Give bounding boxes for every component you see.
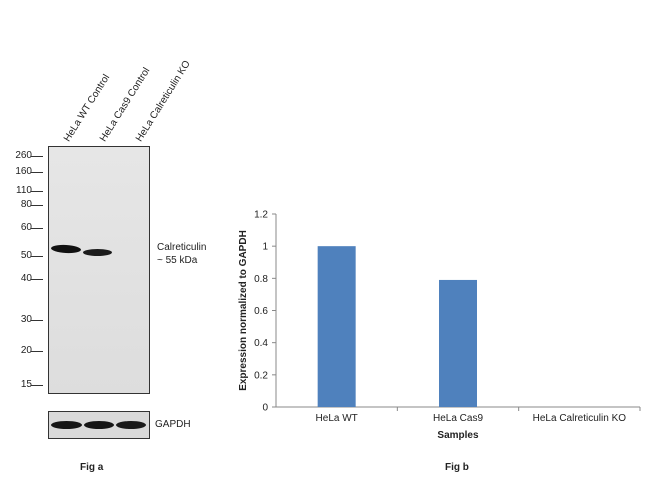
marker-tick [31,156,43,157]
y-tick-label: 0.8 [254,274,268,285]
fig-a-label: Fig a [80,462,104,473]
marker-30: 30 [20,314,32,325]
blot-gapdh [48,411,150,439]
marker-260: 260 [15,150,32,161]
marker-tick [31,351,43,352]
y-axis-title: Expression normalized to GAPDH [238,230,249,391]
y-tick-label: 0.4 [254,338,268,349]
bar-2 [439,279,477,407]
marker-60: 60 [20,222,32,233]
target-label: Calreticulin ~ 55 kDa [157,241,206,267]
marker-tick [31,228,43,229]
y-tick-label: 0.6 [254,306,268,317]
marker-tick [31,279,43,280]
x-tick-label: HeLa WT [316,413,358,424]
blot-main [48,146,150,394]
marker-tick [31,205,43,206]
marker-20: 20 [20,345,32,356]
y-tick-label: 0 [262,403,268,414]
x-tick-label: HeLa Cas9 [433,413,483,424]
y-tick-label: 0.2 [254,370,268,381]
marker-80: 80 [20,199,32,210]
gapdh-label: GAPDH [155,419,191,430]
marker-tick [31,385,43,386]
marker-tick [31,320,43,321]
target-size: ~ 55 kDa [157,255,198,266]
marker-15: 15 [20,379,32,390]
marker-tick [31,256,43,257]
band-lane-2 [83,249,112,256]
y-tick-label: 1 [262,242,268,253]
marker-50: 50 [20,250,32,261]
target-name: Calreticulin [157,242,207,253]
gapdh-band-2 [84,421,114,429]
fig-b-label: Fig b [445,462,469,473]
gapdh-band-3 [116,421,146,429]
marker-tick [31,172,43,173]
gapdh-band-1 [51,421,82,429]
x-axis-title: Samples [437,430,479,441]
marker-tick [31,191,43,192]
marker-160: 160 [15,166,32,177]
marker-40: 40 [20,273,32,284]
y-tick-label: 1.2 [254,210,268,221]
x-tick-label: HeLa Calreticulin KO [533,413,627,424]
bar-1 [317,246,356,407]
marker-110: 110 [16,185,32,196]
